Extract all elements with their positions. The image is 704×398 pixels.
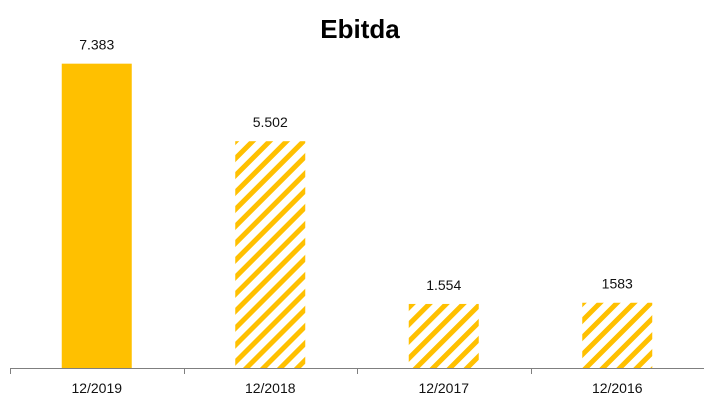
data-label-12-2016: 1583 [602,276,633,292]
bar-12-2019 [61,63,132,369]
bar-12-2017 [408,303,479,368]
data-label-12-2017: 1.554 [426,277,461,293]
x-tick-label: 12/2017 [418,380,469,396]
plot-area: 7.383 12/2019 5.502 12/2018 1.554 12/2017 1583… [10,37,704,396]
bar-12-2018 [235,141,306,368]
bar-12-2016 [582,302,653,368]
chart-title: Ebitda [320,14,400,44]
x-tick-label: 12/2019 [71,380,122,396]
x-tick-label: 12/2016 [592,380,643,396]
data-label-12-2019: 7.383 [79,37,114,53]
data-label-12-2018: 5.502 [253,114,288,130]
x-tick-label: 12/2018 [245,380,296,396]
